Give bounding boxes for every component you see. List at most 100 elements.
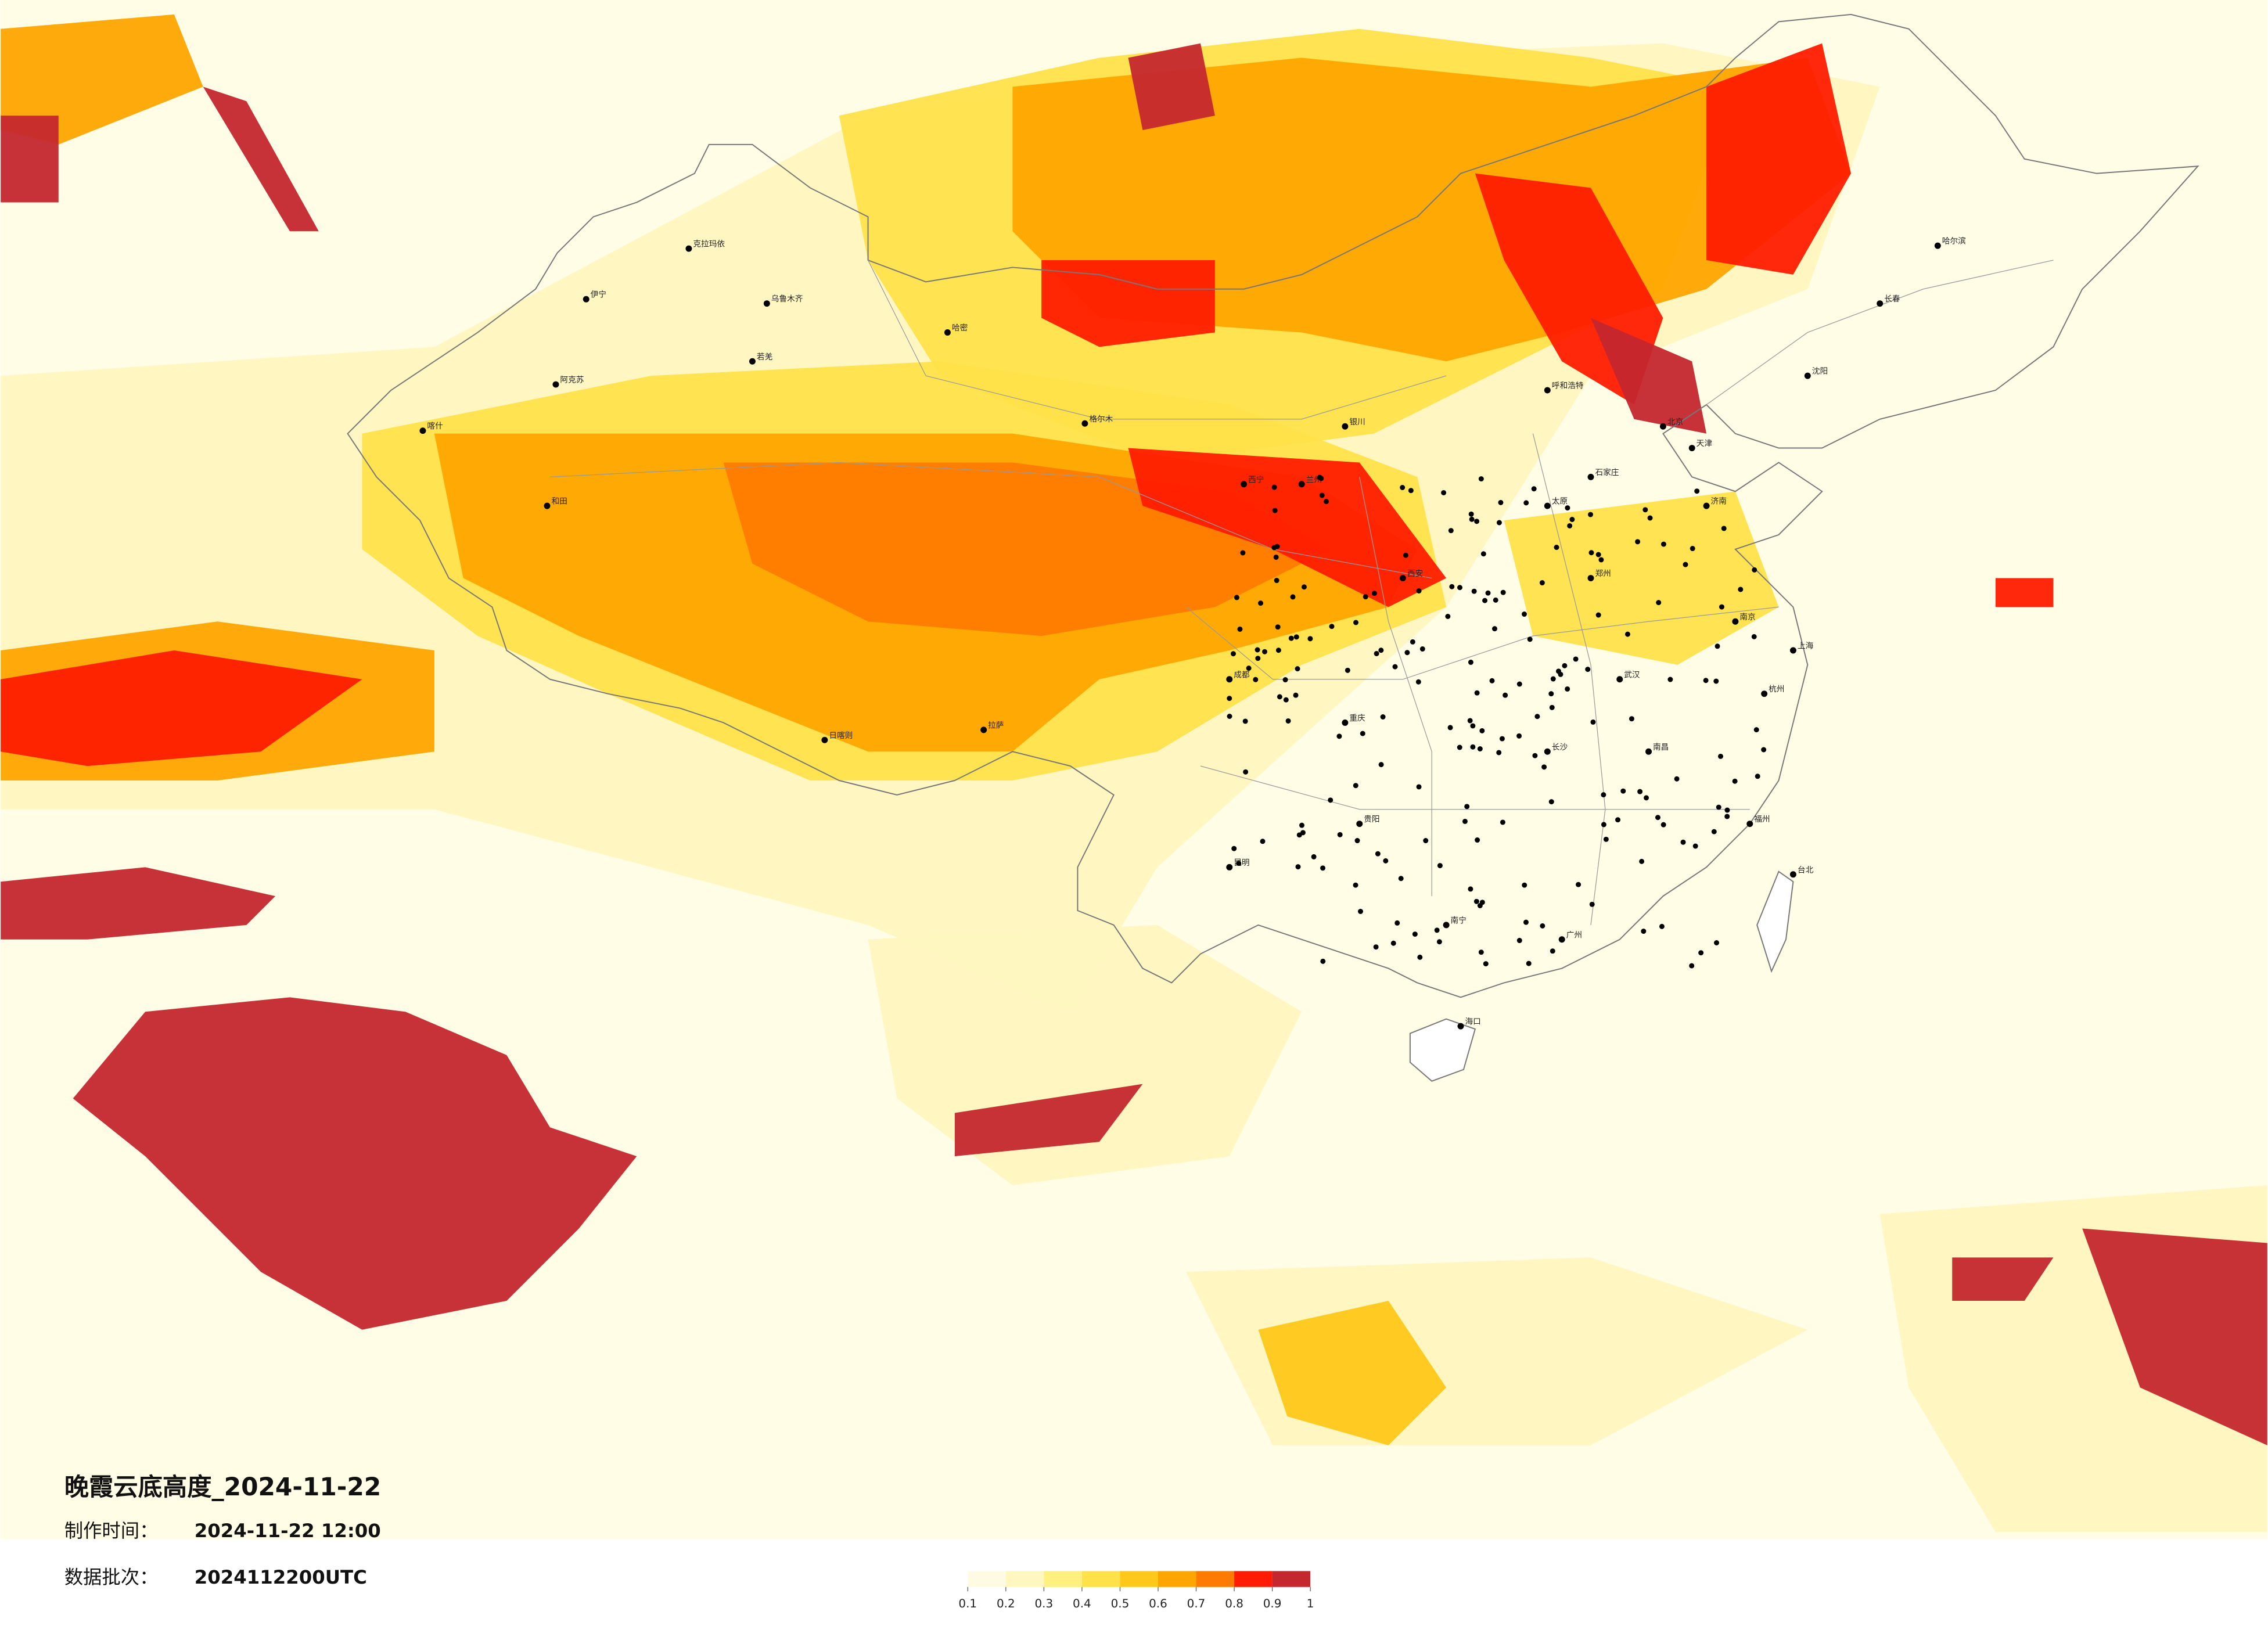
town-dot (1660, 541, 1666, 547)
town-dot (1565, 505, 1570, 511)
town-dot (1392, 664, 1398, 670)
city-label: 伊宁 (591, 290, 606, 300)
town-dot (1467, 718, 1473, 724)
town-dot (1639, 858, 1645, 864)
legend-tick-label: 1 (1307, 1597, 1314, 1610)
town-dot (1293, 692, 1299, 698)
town-dot (1464, 804, 1470, 810)
town-dot (1603, 836, 1609, 842)
town-dot (1588, 512, 1593, 517)
town-dot (1470, 723, 1476, 729)
town-dot (1324, 499, 1329, 505)
cloud-area (1995, 578, 2054, 607)
cloud-area (1, 867, 276, 940)
country-border (347, 13, 2199, 998)
town-dot (1299, 822, 1304, 828)
province-border (867, 260, 1447, 420)
town-dot (1277, 694, 1282, 700)
city-dot (1226, 676, 1233, 683)
town-dot (1573, 656, 1579, 662)
town-dot (1285, 718, 1291, 724)
city-label: 上海 (1798, 642, 1814, 651)
legend-swatch (1044, 1571, 1082, 1587)
town-dot (1683, 562, 1688, 567)
town-dot (1674, 776, 1680, 782)
cloud-area (2082, 1228, 2267, 1445)
legend-swatch (1081, 1571, 1120, 1587)
legend-tick-label: 0.3 (1035, 1597, 1054, 1610)
town-dot (1311, 854, 1317, 859)
town-dot (1499, 736, 1505, 742)
town-dot (1516, 733, 1522, 739)
town-dot (1275, 647, 1281, 653)
town-dot (1436, 939, 1442, 945)
town-dot (1260, 839, 1266, 844)
town-dot (1416, 784, 1422, 790)
city-label: 贵阳 (1364, 815, 1379, 824)
city-label: 成都 (1234, 670, 1250, 679)
town-dot (1415, 679, 1421, 685)
town-dot (1659, 923, 1665, 929)
town-dot (1360, 731, 1365, 736)
batch: 2024112200UTC (195, 1566, 367, 1588)
city-dot (552, 381, 559, 388)
town-dot (1253, 677, 1259, 682)
city-dot (821, 736, 828, 743)
town-dot (1522, 882, 1527, 888)
town-dot (1394, 920, 1400, 926)
town-dot (1423, 838, 1429, 844)
city-dot (1804, 372, 1811, 379)
town-dot (1354, 838, 1360, 844)
city-label: 银川 (1349, 418, 1365, 427)
town-dot (1353, 783, 1358, 789)
city-label: 济南 (1711, 497, 1727, 506)
town-dot (1390, 940, 1396, 946)
city-dot (1732, 618, 1739, 625)
town-dot (1550, 676, 1556, 682)
city-dot (1703, 502, 1710, 509)
map-title: 晚霞云底高度_2024-11-22 (64, 1473, 381, 1501)
city-label: 台北 (1798, 865, 1814, 875)
city-dot (1081, 420, 1088, 427)
town-dot (1231, 846, 1237, 851)
town-dot (1498, 499, 1504, 505)
town-dot (1523, 919, 1529, 925)
town-dot (1447, 725, 1453, 731)
cloud-area (1590, 318, 1707, 434)
town-dot (1752, 567, 1757, 573)
city-dot (749, 358, 756, 365)
town-dot (1629, 716, 1634, 722)
city-label: 乌鲁木齐 (771, 294, 803, 304)
town-dot (1234, 595, 1239, 600)
town-dot (1479, 900, 1485, 905)
town-dot (1761, 747, 1767, 753)
town-dot (1255, 656, 1261, 661)
city-dot (1746, 821, 1753, 828)
town-dot (1635, 539, 1641, 545)
town-dot (1721, 526, 1727, 531)
town-dot (1526, 961, 1532, 966)
town-dot (1716, 804, 1721, 810)
town-dot (1243, 769, 1249, 775)
town-dot (1240, 550, 1246, 556)
province-border (1185, 606, 1779, 680)
town-dot (1588, 550, 1594, 556)
town-dot (1585, 667, 1591, 672)
city-dot (1558, 936, 1565, 943)
town-dot (1482, 598, 1488, 603)
town-dot (1692, 843, 1698, 849)
city-dot (1457, 1023, 1464, 1030)
city-label: 杭州 (1769, 685, 1784, 694)
town-dot (1404, 650, 1410, 656)
town-dot (1724, 807, 1730, 813)
town-dot (1567, 523, 1573, 528)
town-dot (1477, 746, 1483, 751)
town-dot (1271, 484, 1277, 490)
city-label: 日喀则 (829, 731, 853, 740)
city-dot (1226, 864, 1233, 870)
town-dot (1274, 578, 1279, 584)
town-dot (1288, 635, 1294, 641)
legend-swatch (1234, 1571, 1273, 1587)
town-dot (1301, 584, 1307, 590)
town-dot (1624, 631, 1630, 637)
